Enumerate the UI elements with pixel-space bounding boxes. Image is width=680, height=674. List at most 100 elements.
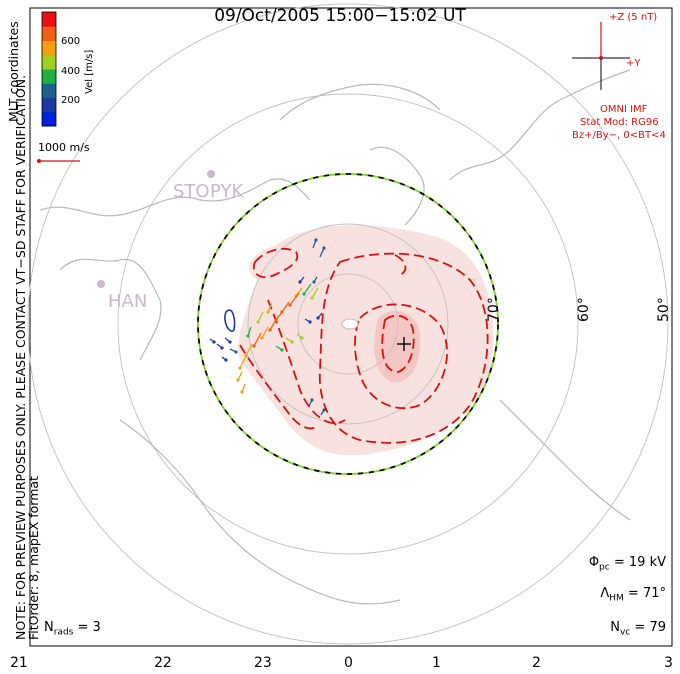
positive-cell-fill (248, 244, 302, 281)
station-dot (207, 170, 215, 178)
lat-circle (117, 93, 579, 555)
colorbar-segment (42, 97, 56, 113)
velocity-vector-origin (310, 398, 314, 402)
latitude-label: 60° (576, 297, 592, 322)
station-label-sto: STO (173, 181, 210, 202)
map-title: 09/Oct/2005 15:00−15:02 UT (214, 6, 466, 26)
imf-z-label: +Z (5 nT) (609, 12, 658, 23)
velocity-vector (303, 283, 312, 295)
coastline (119, 419, 401, 605)
velocity-vector-origin (322, 246, 326, 250)
contour-line (239, 344, 319, 430)
colorbar-tick: 200 (61, 95, 81, 106)
station-label-pyk: PYK (210, 181, 244, 202)
n-rads-stat: Nrads = 3 (44, 620, 101, 638)
velocity-vector-origin (260, 336, 264, 340)
phi-pc-value: 19 kV (628, 555, 666, 570)
mlt-label: 23 (254, 655, 272, 671)
mlt-label: 22 (154, 655, 172, 671)
velocity-vector (267, 302, 273, 313)
velocity-vector-origin (302, 292, 306, 296)
positive-contour (224, 309, 236, 332)
latitude-label: 50° (656, 297, 672, 322)
colorbar-segment (42, 40, 56, 56)
lat-circle (297, 273, 399, 375)
velocity-vector (269, 319, 277, 331)
colorbar (41, 11, 57, 127)
velocity-vector-origin (212, 340, 216, 344)
velocity-vector-origin (238, 366, 242, 370)
potential-minimum-marker (397, 337, 411, 351)
potential-contours (239, 248, 489, 444)
velocity-vector-origin (246, 334, 250, 338)
velocity-vector (257, 311, 264, 323)
velocity-vector (253, 332, 262, 347)
colorbar-segment (42, 83, 56, 98)
reference-vector-label: 1000 m/s (38, 141, 90, 154)
contour-line (381, 314, 415, 373)
coastline (449, 69, 631, 181)
imf-y-label: +Y (626, 58, 641, 69)
imf-origin (599, 56, 603, 60)
velocity-vector-origin (314, 238, 318, 242)
velocity-vector-origin (236, 378, 240, 382)
velocity-vector (289, 292, 300, 306)
latitude-label: 70° (486, 297, 502, 322)
reference-vector-origin (37, 159, 41, 163)
mlt-label: 0 (344, 655, 353, 671)
n-vc-value: 79 (649, 620, 666, 635)
lat-circle (27, 3, 669, 645)
lambda-hm-value: 71° (642, 586, 666, 601)
mlt-label: 21 (10, 655, 28, 671)
velocity-vector (239, 357, 246, 369)
mlt-label: 3 (664, 655, 673, 671)
mlt-label: 1 (432, 655, 441, 671)
coastline (279, 83, 441, 121)
coastline (369, 146, 425, 226)
n-rads-value: 3 (92, 620, 101, 635)
colorbar-segment (42, 54, 56, 70)
velocity-vector-origin (268, 328, 272, 332)
n-vc-stat: Nvc = 79 (610, 620, 666, 638)
pole-marker (341, 318, 359, 330)
station-dot (97, 280, 105, 288)
velocity-vector-origin (256, 320, 260, 324)
velocity-vector-origin (316, 316, 320, 320)
imf-source: OMNI IMF (600, 104, 648, 115)
hm-boundary-green (197, 173, 499, 475)
colorbar-segment (42, 26, 56, 41)
velocity-vector (281, 301, 290, 313)
station-label-han: HAN (108, 291, 148, 312)
coastlines (39, 69, 631, 605)
contour-line (394, 254, 407, 276)
mlt-label: 2 (532, 655, 541, 671)
imf-condition: Bz+/By−, 0<BT<4 (572, 130, 666, 141)
contour-line (318, 252, 489, 444)
velocity-vector-origin (280, 348, 284, 352)
velocity-vector-origin (220, 346, 224, 350)
coastline (39, 178, 311, 217)
velocity-vector-origin (244, 354, 248, 358)
velocity-vector-origin (234, 350, 238, 354)
fit-note: FitOrder: 8, mapEX format (26, 476, 41, 640)
coastline (59, 258, 162, 361)
colorbar-tick: 600 (61, 36, 81, 47)
velocity-vector-origin (252, 344, 256, 348)
colorbar-label: Vel [m/s] (84, 49, 95, 94)
velocity-vector (319, 247, 325, 258)
velocity-vector (311, 287, 319, 299)
colorbar-segment (42, 111, 56, 127)
imf-model: Stat Mod: RG96 (580, 117, 659, 128)
colorbar-tick: 400 (61, 66, 81, 77)
velocity-vector-origin (240, 390, 244, 394)
velocity-vector-origin (310, 296, 314, 300)
plot-frame (29, 7, 673, 647)
contour-line (267, 299, 346, 425)
phi-pc-stat: Φpc = 19 kV (588, 555, 666, 573)
lambda-hm-stat: ΛHM = 71° (600, 586, 666, 604)
velocity-vector-origin (290, 340, 294, 344)
velocity-vector-origin (308, 320, 312, 324)
velocity-vector (275, 311, 283, 321)
station-markers (97, 170, 215, 288)
